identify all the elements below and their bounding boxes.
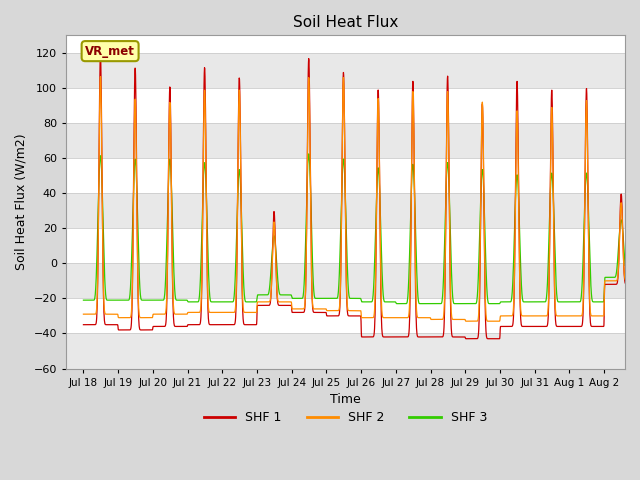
Text: VR_met: VR_met (85, 45, 135, 58)
SHF 1 (560, 324, 568, 329)
SHF 2 (529, 313, 536, 319)
SHF 1 (462, 336, 470, 342)
Bar (66, 264, 625, 299)
Bar (66, 53, 625, 88)
SHF 2 (462, 318, 470, 324)
Y-axis label: Soil Heat Flux (W/m2): Soil Heat Flux (W/m2) (15, 133, 28, 270)
SHF 2 (628, 278, 636, 284)
Line: SHF 3: SHF 3 (83, 154, 639, 304)
SHF 1 (635, 266, 640, 272)
SHF 3 (79, 297, 87, 303)
SHF 3 (305, 151, 312, 157)
SHF 3 (255, 292, 262, 298)
Title: Soil Heat Flux: Soil Heat Flux (293, 15, 398, 30)
SHF 1 (628, 281, 636, 287)
SHF 3 (560, 299, 568, 305)
SHF 1 (255, 302, 263, 308)
SHF 2 (135, 312, 143, 317)
Line: SHF 1: SHF 1 (83, 56, 639, 339)
Line: SHF 2: SHF 2 (83, 77, 639, 321)
SHF 1 (97, 53, 104, 59)
SHF 2 (79, 312, 87, 317)
SHF 2 (395, 315, 403, 321)
SHF 1 (529, 324, 536, 329)
SHF 2 (255, 299, 263, 305)
Bar (66, 123, 625, 158)
SHF 3 (394, 301, 401, 307)
Legend: SHF 1, SHF 2, SHF 3: SHF 1, SHF 2, SHF 3 (199, 406, 492, 429)
SHF 2 (560, 313, 568, 319)
SHF 3 (395, 301, 403, 307)
SHF 1 (79, 322, 87, 327)
SHF 2 (97, 74, 104, 80)
Bar (66, 334, 625, 369)
Bar (66, 193, 625, 228)
SHF 3 (635, 266, 640, 272)
SHF 3 (628, 275, 636, 280)
SHF 2 (635, 265, 640, 271)
SHF 3 (135, 262, 143, 267)
SHF 1 (395, 334, 403, 340)
SHF 1 (135, 323, 143, 329)
X-axis label: Time: Time (330, 393, 361, 406)
SHF 3 (529, 299, 536, 305)
